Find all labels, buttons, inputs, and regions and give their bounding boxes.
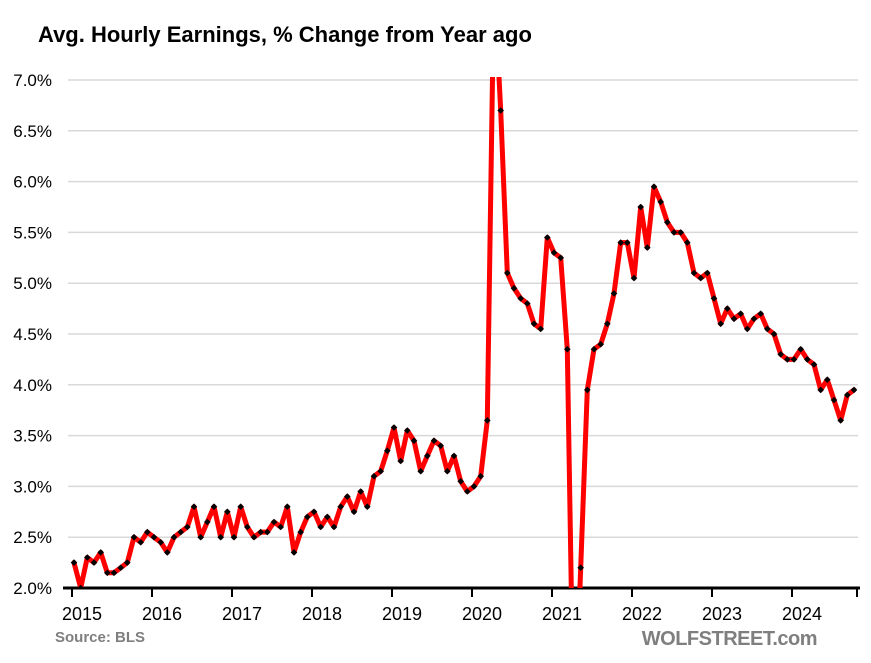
y-axis-tick-label: 2.5%	[13, 528, 52, 547]
y-axis-tick-label: 5.0%	[13, 274, 52, 293]
x-axis-tick-label: 2017	[222, 604, 262, 624]
x-axis-tick-label: 2015	[62, 604, 102, 624]
x-axis-tick-label: 2023	[702, 604, 742, 624]
x-axis-tick-label: 2024	[782, 604, 822, 624]
x-axis-tick-label: 2020	[462, 604, 502, 624]
data-point-markers	[70, 107, 858, 588]
x-axis-tick-label: 2018	[302, 604, 342, 624]
y-axis-tick-label: 6.5%	[13, 122, 52, 141]
x-axis-tick-label: 2016	[142, 604, 182, 624]
y-axis-tick-label: 4.5%	[13, 325, 52, 344]
x-axis-tick-label: 2022	[622, 604, 662, 624]
y-axis-tick-label: 3.0%	[13, 477, 52, 496]
y-axis-tick-label: 7.0%	[13, 71, 52, 90]
y-axis-tick-label: 4.0%	[13, 376, 52, 395]
watermark-wolfstreet: WOLFSTREET.com	[641, 628, 818, 650]
x-axis-tick-label: 2021	[542, 604, 582, 624]
y-axis-tick-label: 3.5%	[13, 427, 52, 446]
y-axis-tick-label: 2.0%	[13, 579, 52, 598]
y-axis-tick-label: 5.5%	[13, 223, 52, 242]
earnings-line	[71, 77, 857, 588]
chart-title: Avg. Hourly Earnings, % Change from Year…	[38, 22, 532, 47]
y-axis-tick-label: 6.0%	[13, 173, 52, 192]
source-note: Source: BLS	[55, 629, 146, 646]
x-axis-tick-label: 2019	[382, 604, 422, 624]
data-series-group	[70, 77, 858, 588]
